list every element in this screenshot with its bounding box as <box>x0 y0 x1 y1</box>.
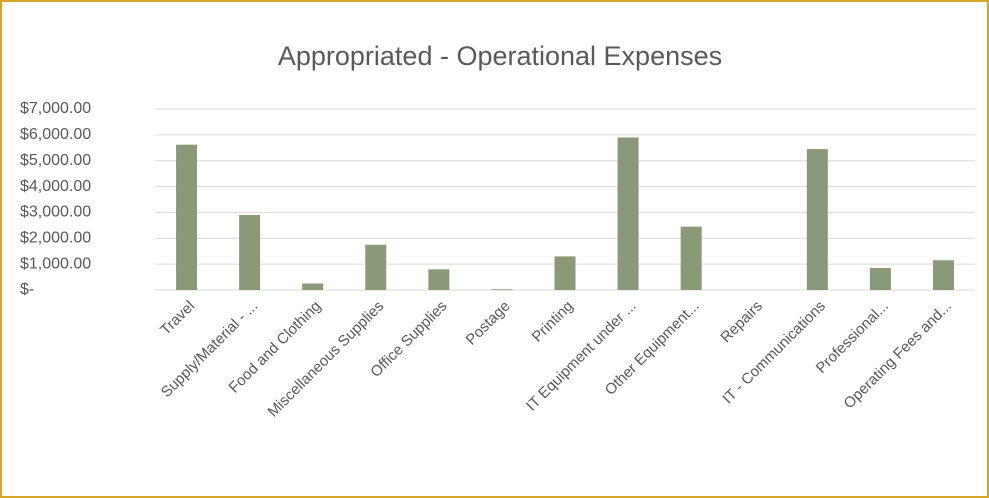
y-tick-label: $3,000.00 <box>20 204 91 221</box>
bar <box>680 226 702 290</box>
y-tick-label: $- <box>20 281 34 298</box>
bar <box>239 215 261 290</box>
bar <box>302 283 324 290</box>
y-tick-label: $2,000.00 <box>20 230 91 247</box>
bar <box>176 144 198 290</box>
chart-title: Appropriated - Operational Expenses <box>278 41 722 71</box>
bar <box>932 260 954 290</box>
bar <box>617 137 639 290</box>
y-tick-label: $7,000.00 <box>20 100 91 117</box>
y-tick-label: $6,000.00 <box>20 126 91 143</box>
y-tick-label: $5,000.00 <box>20 152 91 169</box>
y-tick-label: $1,000.00 <box>20 255 91 272</box>
bar <box>869 268 891 290</box>
bar <box>365 244 387 290</box>
y-tick-label: $4,000.00 <box>20 178 91 195</box>
bar <box>806 149 828 290</box>
bar <box>491 289 513 290</box>
bar <box>428 269 450 290</box>
bar <box>554 256 576 290</box>
